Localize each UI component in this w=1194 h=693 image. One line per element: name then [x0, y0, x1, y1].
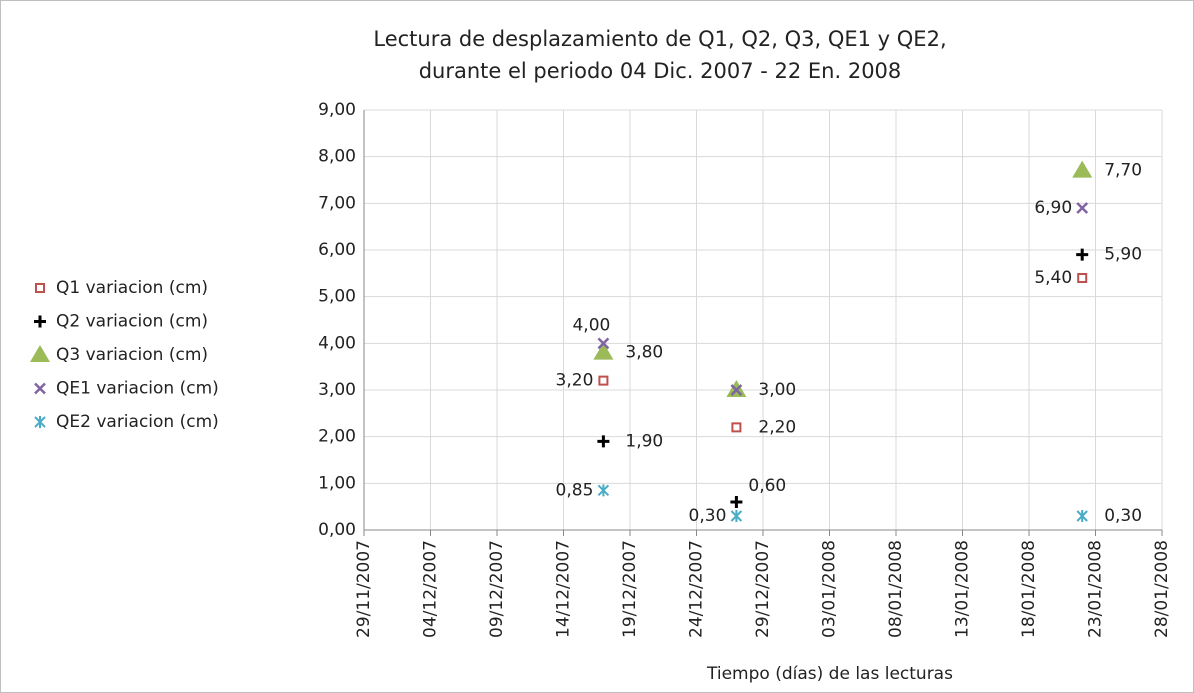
point: [730, 496, 743, 508]
y-tick-label: 1,00: [318, 473, 356, 493]
data-label: 7,70: [1104, 161, 1142, 181]
data-label: 5,90: [1104, 245, 1142, 265]
data-label: 3,20: [556, 371, 594, 391]
legend-marker: [34, 382, 46, 395]
point: [1076, 248, 1089, 261]
x-axis-title: Tiempo (días) de las lecturas: [706, 664, 953, 684]
data-label: 0,30: [1104, 506, 1142, 526]
y-tick-label: 7,00: [318, 193, 356, 213]
chart-title: Lectura de desplazamiento de Q1, Q2, Q3,…: [373, 27, 946, 51]
legend-label: QE1 variacion (cm): [56, 379, 219, 399]
x-tick-label: 03/01/2008: [820, 540, 840, 638]
legend-label: QE2 variacion (cm): [56, 412, 219, 432]
legend-marker: [35, 283, 45, 293]
x-tick-label: 13/01/2008: [953, 540, 973, 638]
point: [1076, 202, 1089, 214]
x-tick-label: 19/12/2007: [620, 540, 640, 638]
legend-marker: [34, 416, 46, 428]
y-tick-label: 3,00: [318, 380, 356, 400]
data-label: 6,90: [1034, 198, 1072, 218]
x-tick-label: 09/12/2007: [487, 540, 507, 638]
point: [1077, 273, 1088, 283]
x-tick-label: 28/01/2008: [1152, 540, 1172, 638]
point: [593, 342, 614, 360]
legend-marker: [30, 345, 50, 362]
point: [731, 422, 742, 433]
data-label: 5,40: [1034, 268, 1072, 288]
chart-title: durante el periodo 04 Dic. 2007 - 22 En.…: [419, 59, 902, 83]
legend-label: Q3 variacion (cm): [56, 345, 208, 365]
point: [597, 435, 610, 448]
y-tick-label: 6,00: [318, 240, 356, 260]
x-tick-label: 24/12/2007: [687, 540, 707, 638]
legend-label: Q2 variacion (cm): [56, 312, 208, 332]
y-tick-label: 2,00: [318, 427, 356, 447]
y-tick-label: 5,00: [318, 287, 356, 307]
data-label: 0,85: [556, 480, 594, 500]
data-label: 0,60: [748, 476, 786, 496]
x-tick-label: 18/01/2008: [1019, 540, 1039, 638]
y-tick-label: 0,00: [318, 520, 356, 540]
legend-marker: [34, 315, 46, 328]
data-label: 3,00: [758, 380, 796, 400]
point: [598, 375, 609, 386]
point: [597, 484, 610, 497]
point: [730, 384, 743, 396]
x-tick-label: 23/01/2008: [1086, 540, 1106, 638]
y-tick-label: 4,00: [318, 333, 356, 353]
x-tick-label: 08/01/2008: [886, 540, 906, 638]
legend-label: Q1 variacion (cm): [56, 278, 208, 298]
point: [597, 337, 610, 350]
point: [730, 510, 743, 522]
y-tick-label: 9,00: [318, 100, 356, 120]
point: [1076, 510, 1088, 522]
x-tick-label: 29/12/2007: [753, 540, 773, 638]
x-tick-label: 14/12/2007: [554, 540, 574, 638]
data-label: 2,20: [758, 417, 796, 437]
point: [1072, 160, 1093, 178]
y-tick-label: 8,00: [318, 147, 356, 167]
data-label: 4,00: [572, 315, 610, 335]
x-tick-label: 29/11/2007: [354, 540, 374, 638]
data-label: 3,80: [625, 343, 663, 363]
x-tick-label: 04/12/2007: [421, 540, 441, 638]
data-label: 1,90: [625, 431, 663, 451]
data-label: 0,30: [689, 506, 727, 526]
